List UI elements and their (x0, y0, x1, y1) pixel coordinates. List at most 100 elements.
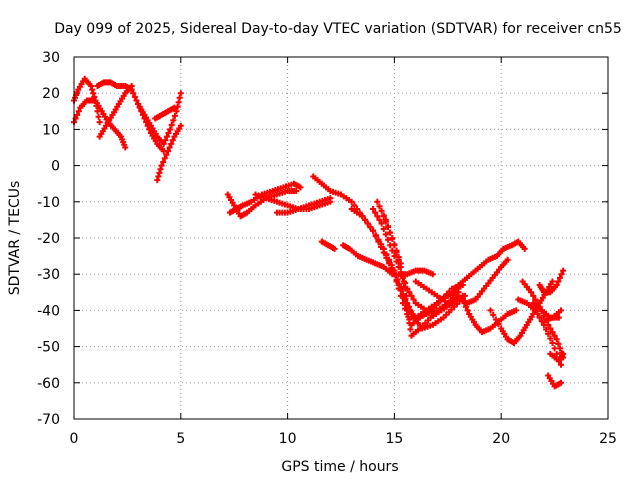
data-point (122, 144, 129, 151)
data-point (396, 281, 403, 288)
data-point (549, 329, 556, 336)
data-point (128, 82, 135, 89)
series-arc-7 (154, 122, 184, 184)
y-tick-label: 0 (51, 159, 60, 175)
data-point (370, 227, 377, 234)
data-point (89, 86, 96, 93)
data-point (556, 274, 563, 281)
data-point (495, 320, 502, 327)
data-point (331, 245, 338, 252)
data-point (175, 99, 182, 106)
grid (74, 57, 608, 419)
data-point (362, 216, 369, 223)
data-point (378, 207, 385, 214)
data-point (173, 108, 180, 115)
data-point (386, 256, 393, 263)
data-point (504, 256, 511, 263)
data-point (395, 254, 402, 261)
data-point (380, 213, 387, 220)
x-tick-label: 10 (279, 431, 297, 447)
data-point (95, 113, 102, 120)
series-arc-3 (92, 97, 129, 151)
data-point (558, 361, 565, 368)
data-point (176, 94, 183, 101)
data-point (549, 278, 556, 285)
x-tick-label: 5 (176, 431, 185, 447)
data-point (555, 278, 562, 285)
data-point (553, 336, 560, 343)
data-point (157, 166, 164, 173)
data-point (405, 313, 412, 320)
data-point (384, 224, 391, 231)
series-arc-6 (135, 90, 184, 147)
data-point (553, 282, 560, 289)
series-arc-10 (226, 180, 304, 216)
data-point (404, 307, 411, 314)
data-point (461, 300, 468, 307)
data-point (547, 335, 554, 342)
data-points (71, 75, 567, 390)
data-point (378, 220, 385, 227)
data-point (383, 251, 390, 258)
data-point (397, 260, 404, 267)
data-point (158, 162, 165, 169)
data-point (380, 225, 387, 232)
data-point (351, 202, 358, 209)
data-point (389, 235, 396, 241)
data-point (402, 295, 409, 302)
x-tick-label: 15 (385, 431, 403, 447)
chart-title: Day 099 of 2025, Sidereal Day-to-day VTE… (54, 21, 622, 37)
data-point (378, 241, 385, 248)
data-point (382, 218, 389, 225)
data-point (130, 90, 137, 97)
data-point (558, 307, 565, 314)
data-point (96, 119, 103, 126)
data-point (532, 307, 539, 314)
y-tick-label: -30 (37, 267, 60, 283)
data-point (555, 340, 562, 347)
data-point (74, 111, 81, 118)
data-point (364, 220, 371, 227)
series-arc-30 (536, 267, 567, 296)
axis-tick-labels: 0 5 10 15 20 25 -70 -60 -50 -40 -30 -20 -10 0 10 20 30 (37, 50, 617, 447)
data-point (387, 229, 394, 236)
data-point (401, 278, 408, 285)
y-tick-label: 30 (42, 50, 60, 66)
series-arc-23 (451, 238, 528, 292)
y-tick-label: -10 (37, 195, 60, 211)
data-point (528, 289, 535, 296)
y-tick-label: -20 (37, 231, 60, 247)
data-point (536, 314, 543, 321)
data-point (459, 296, 466, 303)
data-point (375, 236, 382, 243)
y-tick-label: -40 (37, 303, 60, 319)
y-tick-label: 10 (42, 122, 60, 138)
data-point (372, 209, 379, 216)
data-point (530, 292, 537, 299)
series-arc-8 (152, 104, 178, 122)
data-point (372, 232, 379, 239)
data-point (367, 224, 374, 231)
data-point (513, 307, 520, 314)
data-point (177, 90, 184, 97)
data-point (166, 144, 173, 151)
data-point (165, 130, 172, 137)
data-point (545, 321, 552, 328)
data-point (168, 140, 175, 147)
data-point (532, 296, 539, 303)
data-point (556, 345, 563, 352)
data-point (534, 311, 541, 318)
data-point (154, 177, 161, 184)
data-point (391, 241, 398, 248)
y-tick-label: -70 (37, 412, 60, 428)
series-arc-32 (545, 372, 565, 390)
plot-frame (73, 56, 609, 420)
data-point (167, 126, 174, 133)
data-point (558, 379, 565, 386)
data-point (91, 93, 98, 100)
data-point (163, 133, 170, 140)
x-axis-label: GPS time / hours (281, 459, 398, 475)
y-tick-label: -50 (37, 340, 60, 356)
data-point (490, 311, 497, 318)
